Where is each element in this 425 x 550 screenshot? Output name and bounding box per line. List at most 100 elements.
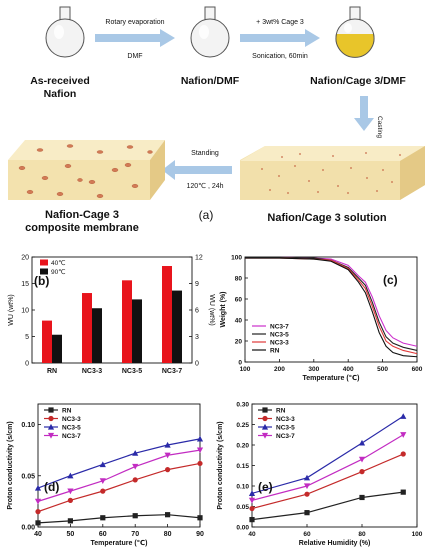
flask2-label: Nafion/DMF — [181, 75, 240, 87]
y-tick-label: 0.30 — [236, 402, 249, 409]
legend-marker — [48, 415, 54, 422]
data-point — [35, 509, 41, 515]
panel-label: (c) — [383, 273, 398, 287]
y-tick-label-right: 12 — [195, 255, 203, 262]
legend-marker — [262, 415, 268, 422]
y-tick-label-left: 10 — [21, 308, 29, 315]
step2-bottom-text: Sonication, 60min — [252, 53, 308, 60]
data-point — [67, 497, 73, 503]
bar-90c — [92, 308, 102, 363]
y-tick-label: 100 — [231, 255, 242, 262]
x-tick-label: 80 — [358, 531, 366, 538]
panel-label: (e) — [258, 480, 273, 494]
data-point — [164, 441, 171, 448]
series-line — [37, 438, 201, 489]
data-point — [400, 413, 407, 419]
x-axis-label: Temperature (℃) — [91, 539, 148, 547]
bar-40c — [162, 266, 172, 363]
y-tick-label: 0.20 — [236, 443, 249, 450]
x-tick-label: 60 — [303, 531, 311, 538]
plot-frame — [244, 256, 418, 363]
step4-top-text: Standing — [191, 150, 219, 157]
legend-swatch — [40, 268, 48, 275]
x-tick-label: 50 — [67, 531, 75, 538]
chart-e-conductivity-humidity: 40 60 80 100 0.00 0.05 0.10 0.15 0.20 0.25 0.30 Rel… — [217, 402, 423, 548]
bar-40c — [82, 293, 92, 363]
data-point — [304, 491, 310, 497]
legend-label: NC3-5 — [62, 425, 81, 432]
legend-marker — [261, 432, 269, 439]
data-point — [359, 494, 365, 501]
bar-90c — [132, 299, 142, 363]
data-point — [358, 439, 366, 446]
arrow-right-icon — [240, 29, 320, 47]
legend-label: RN — [276, 408, 286, 415]
x-tick-label: 200 — [274, 366, 285, 373]
data-point — [34, 498, 42, 505]
chart-b-water-uptake: 0 5 10 15 20 0 3 6 9 12 WU (wt%) WU (wt%) RN NC3-3 NC3… — [8, 255, 215, 376]
data-point — [400, 489, 406, 495]
flask-empty-icon — [45, 6, 85, 58]
y-tick-label-left: 0 — [25, 361, 29, 368]
x-tick-label: 70 — [131, 531, 139, 538]
step2-top-text: + 3wt% Cage 3 — [256, 19, 304, 26]
legend-marker — [48, 407, 54, 413]
legend-label: 40℃ — [51, 259, 66, 267]
y-tick-label-left: 20 — [21, 255, 29, 262]
flask-solution-icon — [335, 6, 375, 58]
legend-marker — [47, 423, 55, 430]
y-tick-label: 40 — [235, 318, 243, 325]
legend-label: RN — [62, 408, 72, 415]
legend-label: RN — [270, 348, 280, 355]
step3-text: Casting — [376, 116, 383, 138]
data-point — [248, 490, 256, 496]
x-tick-label: 60 — [99, 531, 107, 538]
bar-90c — [52, 334, 62, 363]
data-point — [197, 515, 203, 521]
data-point — [303, 474, 311, 481]
legend-marker — [47, 432, 55, 439]
legend-label: NC3-3 — [276, 416, 295, 423]
y-tick-label: 80 — [235, 276, 243, 283]
series-line — [251, 434, 404, 501]
x-tick-label: NC3-7 — [162, 368, 182, 375]
y-tick-label-right: 6 — [195, 308, 199, 315]
y-tick-label: 0.10 — [236, 484, 249, 491]
legend-label: 90℃ — [51, 268, 66, 276]
y-tick-label-right: 0 — [195, 361, 199, 368]
legend-swatch — [40, 259, 48, 266]
x-tick-label: 90 — [196, 531, 204, 538]
data-point — [165, 512, 171, 518]
step1-top-text: Rotary evaporation — [105, 19, 164, 26]
series-line — [245, 256, 418, 351]
y-axis-label-right: WU (wt%) — [208, 294, 215, 326]
x-tick-label: 400 — [343, 366, 354, 373]
y-axis-label: Proton conductivity (s/cm) — [217, 421, 224, 509]
x-tick-label: 40 — [34, 531, 42, 538]
x-tick-label: 100 — [240, 366, 251, 373]
y-tick-label: 0.00 — [21, 525, 35, 532]
data-point — [249, 517, 255, 523]
x-tick-label: 500 — [377, 366, 388, 373]
step1-bottom-text: DMF — [127, 53, 142, 60]
data-point — [165, 467, 171, 473]
data-point — [35, 520, 41, 526]
data-point — [303, 483, 311, 490]
x-tick-label: 100 — [412, 531, 423, 538]
series-line — [251, 453, 404, 510]
legend-marker — [261, 423, 269, 430]
data-point — [304, 510, 310, 516]
series-line — [251, 491, 404, 521]
data-point — [400, 451, 406, 457]
y-tick-label: 0.25 — [236, 422, 249, 429]
y-tick-label: 0 — [238, 360, 242, 367]
solution-film — [240, 146, 425, 200]
y-tick-label: 0.00 — [236, 525, 249, 532]
y-tick-label-right: 3 — [195, 334, 199, 341]
data-point — [359, 469, 365, 475]
data-point — [400, 432, 407, 438]
y-axis-label-left: WU (wt%) — [8, 294, 15, 326]
flask-dmf-icon — [190, 6, 230, 58]
data-point — [164, 452, 171, 459]
flask3-label: Nafion/Cage 3/DMF — [310, 75, 406, 87]
